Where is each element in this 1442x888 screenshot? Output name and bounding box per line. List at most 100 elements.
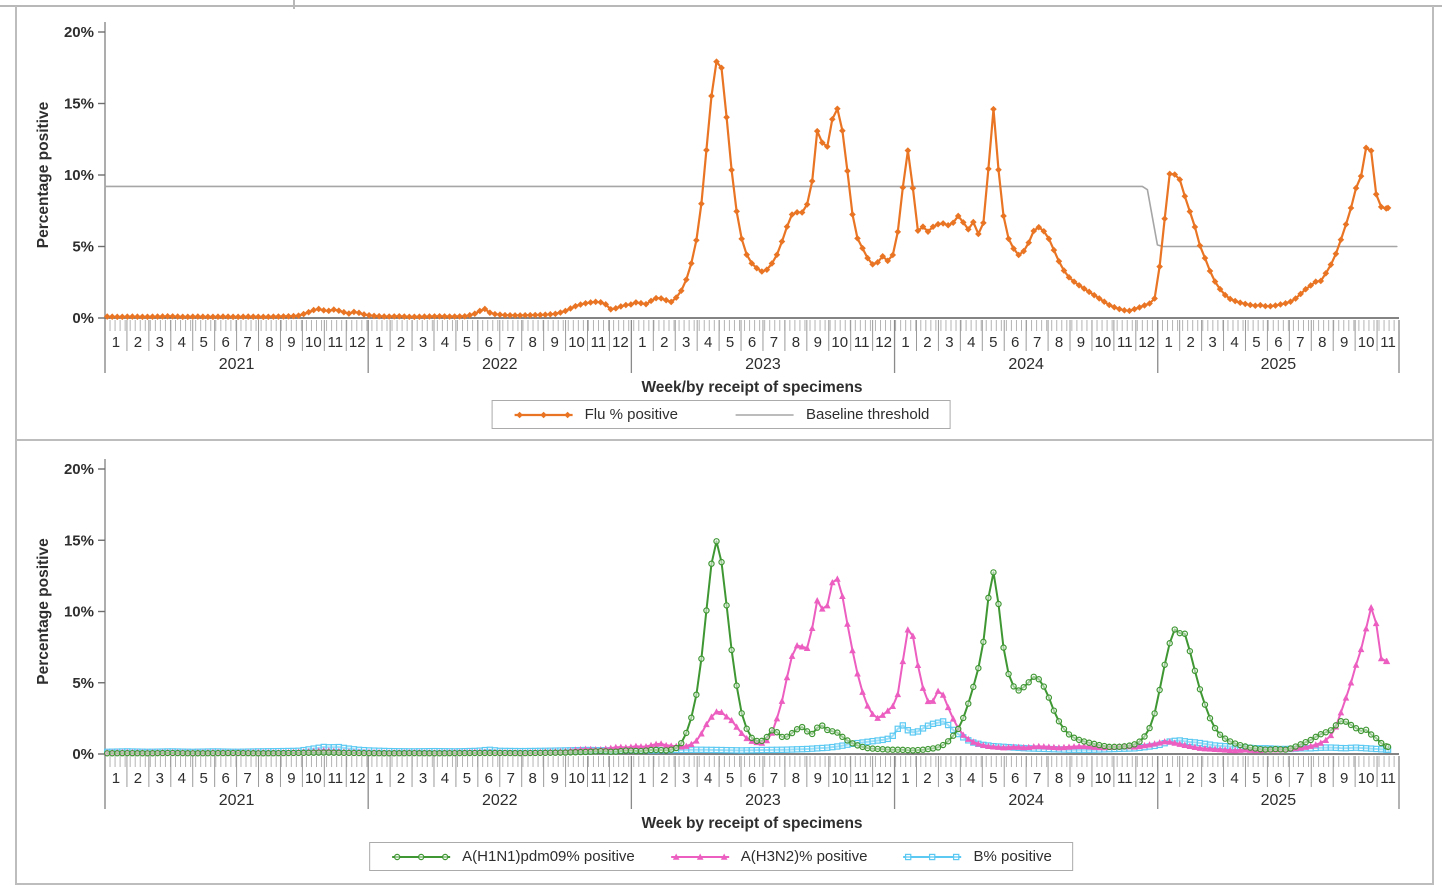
svg-text:6: 6	[1011, 334, 1019, 351]
svg-text:2: 2	[1186, 770, 1194, 787]
svg-text:2025: 2025	[1261, 356, 1297, 373]
svg-text:2: 2	[1186, 334, 1194, 351]
svg-text:9: 9	[1340, 770, 1348, 787]
svg-text:1: 1	[112, 770, 120, 787]
svg-text:1: 1	[638, 334, 646, 351]
svg-text:2023: 2023	[745, 356, 781, 373]
b-line-swatch	[903, 853, 962, 860]
svg-text:9: 9	[814, 334, 822, 351]
svg-text:1: 1	[901, 334, 909, 351]
svg-text:8: 8	[1055, 334, 1063, 351]
svg-text:5%: 5%	[72, 239, 94, 256]
svg-text:7: 7	[1033, 770, 1041, 787]
svg-text:11: 11	[327, 770, 343, 787]
svg-text:10: 10	[1095, 770, 1112, 787]
svg-text:8: 8	[792, 770, 800, 787]
svg-text:15%: 15%	[64, 96, 94, 113]
svg-text:1: 1	[112, 334, 120, 351]
h3n2-line-swatch	[670, 853, 729, 860]
svg-text:3: 3	[682, 334, 690, 351]
svg-text:11: 11	[1380, 334, 1396, 351]
svg-text:11: 11	[327, 334, 343, 351]
svg-text:11: 11	[854, 334, 870, 351]
svg-text:4: 4	[1230, 770, 1238, 787]
svg-text:2: 2	[134, 770, 142, 787]
svg-text:6: 6	[748, 334, 756, 351]
legend-item-h1n1: A(H1N1)pdm09% positive	[390, 848, 635, 865]
svg-text:10: 10	[305, 334, 322, 351]
svg-text:9: 9	[287, 770, 295, 787]
svg-text:8: 8	[1318, 334, 1326, 351]
svg-text:2: 2	[660, 334, 668, 351]
svg-text:2: 2	[660, 770, 668, 787]
svg-text:5: 5	[200, 770, 208, 787]
svg-text:8: 8	[265, 334, 273, 351]
legend-label-h1n1: A(H1N1)pdm09% positive	[462, 848, 635, 865]
svg-text:Percentage positive: Percentage positive	[35, 538, 52, 685]
svg-text:4: 4	[704, 334, 712, 351]
svg-text:10: 10	[1095, 334, 1112, 351]
svg-text:5: 5	[726, 770, 734, 787]
svg-text:9: 9	[814, 770, 822, 787]
svg-text:6: 6	[748, 770, 756, 787]
svg-text:4: 4	[967, 770, 975, 787]
svg-text:2021: 2021	[219, 792, 255, 809]
svg-text:20%: 20%	[64, 461, 94, 478]
svg-text:1: 1	[1165, 770, 1173, 787]
svg-text:12: 12	[612, 334, 629, 351]
svg-text:12: 12	[612, 770, 629, 787]
svg-text:2023: 2023	[745, 792, 781, 809]
legend-item-h3n2: A(H3N2)% positive	[669, 848, 868, 865]
svg-text:1: 1	[901, 770, 909, 787]
svg-text:6: 6	[1011, 770, 1019, 787]
svg-text:7: 7	[770, 334, 778, 351]
svg-text:2021: 2021	[219, 356, 255, 373]
svg-text:8: 8	[529, 770, 537, 787]
svg-text:9: 9	[287, 334, 295, 351]
svg-text:20%: 20%	[64, 24, 94, 41]
svg-text:7: 7	[1033, 334, 1041, 351]
legend-item-baseline-threshold: Baseline threshold	[734, 406, 929, 423]
svg-text:1: 1	[1165, 334, 1173, 351]
svg-text:12: 12	[1138, 334, 1155, 351]
svg-text:10: 10	[305, 770, 322, 787]
svg-text:2024: 2024	[1008, 792, 1044, 809]
svg-text:5: 5	[463, 770, 471, 787]
legend-label-h3n2: A(H3N2)% positive	[740, 848, 868, 865]
svg-text:11: 11	[1117, 334, 1133, 351]
flu-line-swatch	[514, 411, 573, 418]
svg-text:5: 5	[989, 770, 997, 787]
svg-text:2: 2	[397, 334, 405, 351]
legend-label-b: B% positive	[973, 848, 1052, 865]
top-rule	[0, 5, 1442, 7]
svg-text:6: 6	[1274, 770, 1282, 787]
svg-text:9: 9	[1340, 334, 1348, 351]
svg-text:6: 6	[485, 334, 493, 351]
svg-text:Week by receipt of specimens: Week by receipt of specimens	[641, 815, 862, 832]
baseline-line-swatch	[735, 413, 794, 416]
svg-text:5: 5	[989, 334, 997, 351]
svg-text:9: 9	[1077, 334, 1085, 351]
svg-text:2022: 2022	[482, 792, 518, 809]
svg-text:4: 4	[441, 334, 449, 351]
svg-text:7: 7	[1296, 334, 1304, 351]
svg-text:1: 1	[375, 334, 383, 351]
svg-text:Week/by receipt of specimens: Week/by receipt of specimens	[641, 379, 862, 396]
svg-text:3: 3	[682, 770, 690, 787]
svg-text:11: 11	[1380, 770, 1396, 787]
svg-text:5: 5	[1252, 770, 1260, 787]
svg-text:11: 11	[854, 770, 870, 787]
svg-text:5: 5	[463, 334, 471, 351]
legend-label-flu-positive: Flu % positive	[584, 406, 678, 423]
svg-text:9: 9	[550, 334, 558, 351]
legend-item-b: B% positive	[901, 848, 1052, 865]
panel-divider	[15, 439, 1432, 441]
svg-text:12: 12	[875, 770, 892, 787]
svg-text:Percentage positive: Percentage positive	[35, 101, 52, 248]
svg-text:3: 3	[156, 334, 164, 351]
svg-text:6: 6	[221, 334, 229, 351]
svg-text:11: 11	[591, 334, 607, 351]
svg-text:12: 12	[349, 334, 366, 351]
